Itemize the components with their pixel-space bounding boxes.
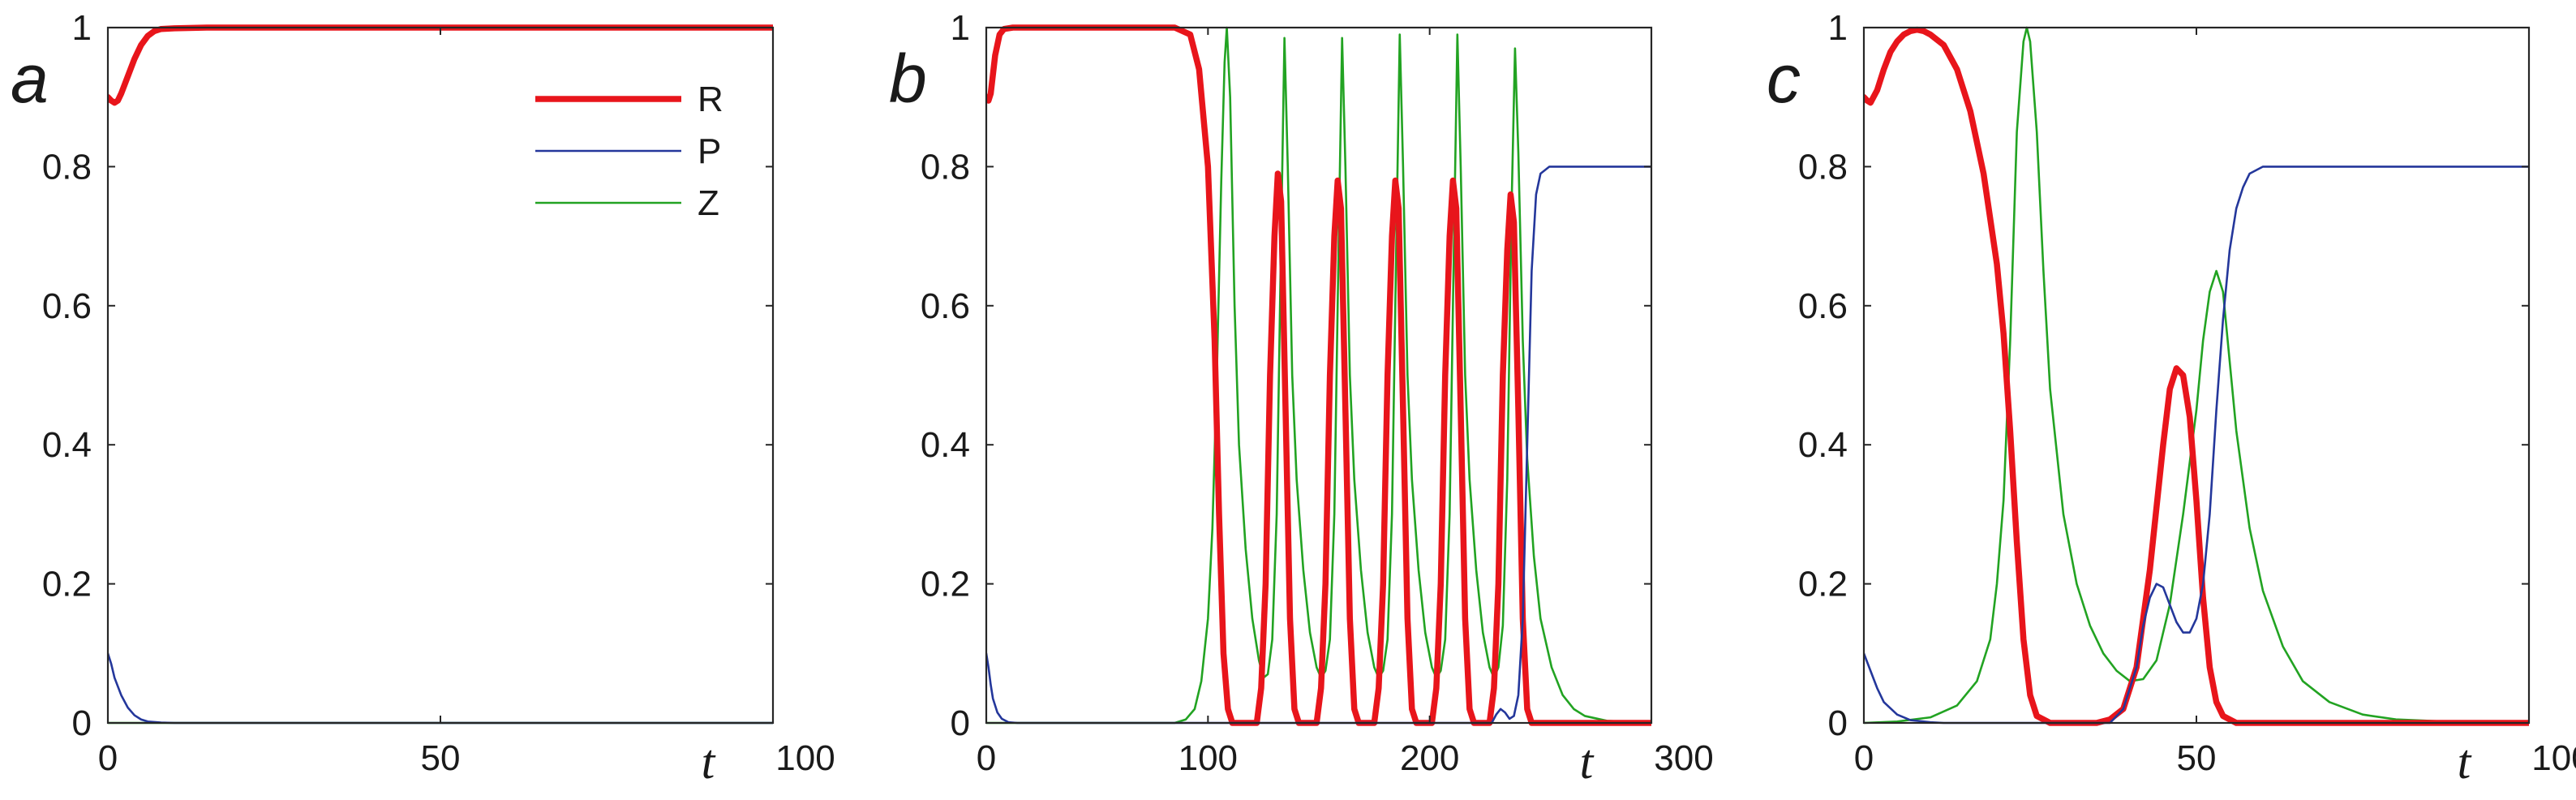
x-tick-label: 300: [1654, 738, 1713, 778]
y-tick-label: 0.8: [42, 147, 92, 187]
y-tick-label: 1: [72, 8, 92, 48]
x-tick-label: 0: [1854, 738, 1874, 778]
x-tick-label: 50: [421, 738, 461, 778]
y-tick-label: 0.6: [1798, 286, 1848, 326]
series-line-R: [108, 24, 773, 106]
y-tick-label: 1: [1828, 8, 1848, 48]
y-tick-label: 0: [951, 703, 970, 743]
x-tick-label: 200: [1400, 738, 1459, 778]
x-tick-label: 0: [98, 738, 118, 778]
legend-label-R: R: [698, 80, 723, 119]
y-tick-label: 0.4: [1798, 425, 1848, 465]
legend: RPZ: [535, 80, 723, 223]
x-tick-label: 50: [2177, 738, 2217, 778]
axes-box: [106, 26, 775, 725]
y-tick-label: 0.4: [921, 425, 970, 465]
chart-panel-a: 0 0.2 0.4 0.6 0.8 1 0 50 100 t a RPZ: [11, 8, 835, 789]
x-tick-label: 0: [977, 738, 996, 778]
y-tick-label: 1: [951, 8, 970, 48]
series-line-R: [1864, 26, 2529, 726]
x-axis-label: t: [1580, 735, 1595, 789]
y-tick-label: 0: [72, 703, 92, 743]
x-tick-label: 100: [775, 738, 835, 778]
series-line-Z: [1864, 26, 2529, 725]
x-tick-label: 100: [1179, 738, 1238, 778]
x-axis-label: t: [702, 735, 716, 789]
chart-panel-c: 0 0.2 0.4 0.6 0.8 1 0 50 100 t c: [1767, 8, 2576, 789]
series-line-P: [108, 652, 773, 725]
panel-label: c: [1767, 41, 1801, 117]
axes-box: [985, 26, 1653, 725]
y-tick-label: 0: [1828, 703, 1848, 743]
y-tick-label: 0.8: [921, 147, 970, 187]
series-line-Z: [986, 26, 1651, 725]
series-line-P: [1864, 166, 2529, 725]
legend-label-P: P: [698, 131, 721, 171]
y-tick-label: 0.2: [1798, 565, 1848, 604]
panel-label: b: [889, 41, 927, 117]
y-tick-label: 0.6: [921, 286, 970, 326]
series-line-R: [986, 24, 1651, 726]
legend-label-Z: Z: [698, 183, 719, 223]
y-tick-label: 0.6: [42, 286, 92, 326]
y-tick-label: 0.8: [1798, 147, 1848, 187]
y-tick-label: 0.2: [921, 565, 970, 604]
x-tick-label: 100: [2531, 738, 2576, 778]
chart-panel-b: 0 0.2 0.4 0.6 0.8 1 0 100 200 300 t b: [889, 8, 1714, 789]
series-line-P: [986, 166, 1651, 725]
panel-label: a: [11, 41, 49, 117]
x-axis-label: t: [2458, 735, 2472, 789]
y-tick-label: 0.4: [42, 425, 92, 465]
y-tick-label: 0.2: [42, 565, 92, 604]
